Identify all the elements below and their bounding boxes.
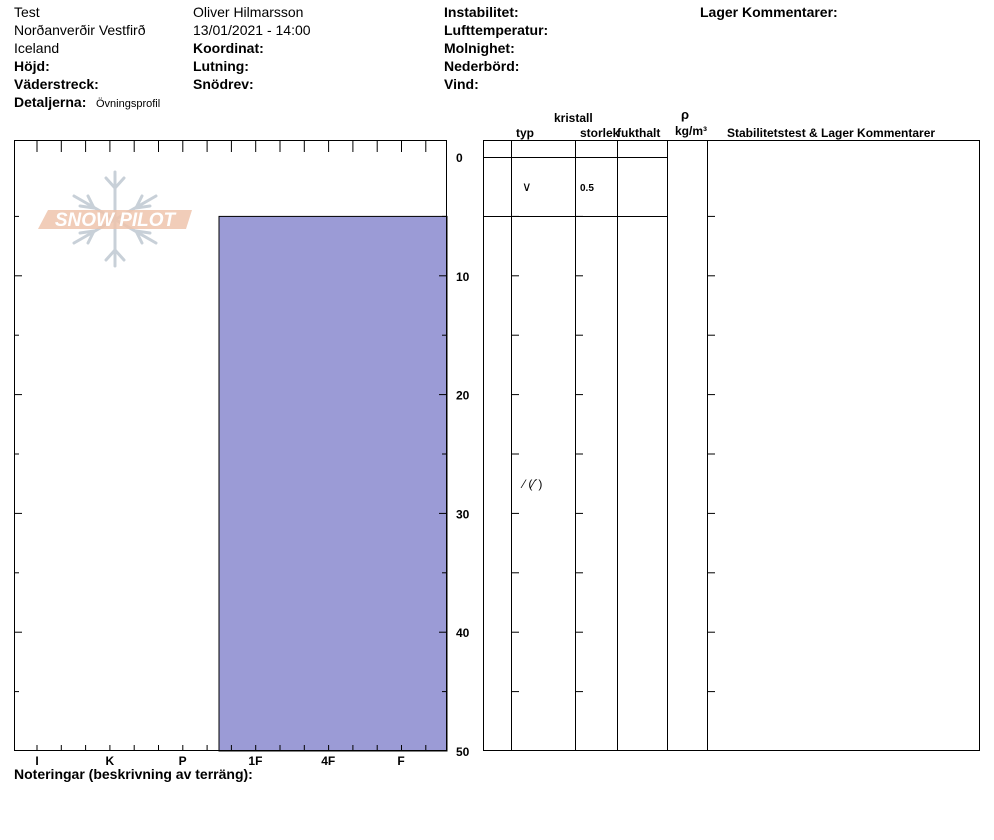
air-temp-label: Lufttemperatur:: [444, 22, 549, 38]
size-header: storlek: [580, 126, 620, 140]
details-value: Övningsprofil: [96, 98, 161, 110]
x-tick-label: 4F: [321, 754, 335, 768]
type-header: typ: [516, 126, 534, 140]
profile-name: Test: [14, 4, 40, 20]
wind-label: Vind:: [444, 76, 479, 92]
y-tick-label: 40: [456, 626, 470, 640]
layer-comments-label: Lager Kommentarer:: [700, 4, 838, 20]
x-tick-label: P: [179, 754, 187, 768]
stability-header: Stabilitetstest & Lager Kommentarer: [727, 126, 936, 140]
slope-label: Lutning:: [193, 58, 249, 74]
hardness-bar: [218, 215, 448, 752]
density-unit-header: kg/m³: [675, 124, 708, 138]
crystal-header: kristall: [554, 111, 593, 125]
instability-label: Instabilitet:: [444, 4, 519, 20]
aspect-label: Väderstreck:: [14, 76, 99, 92]
x-tick-label: 1F: [248, 754, 262, 768]
precip-label: Nederbörd:: [444, 58, 520, 74]
rho-header: ρ: [681, 107, 690, 122]
lower-crystal-symbol: ⁄ (⁄´): [523, 477, 543, 491]
y-tick-label: 50: [456, 745, 470, 759]
notes-label: Noteringar (beskrivning av terräng):: [14, 766, 253, 782]
logo-text: SNOW PILOT: [55, 210, 177, 231]
moisture-header: fukthalt: [617, 126, 661, 140]
y-tick-label: 20: [456, 389, 470, 403]
sky-label: Molnighet:: [444, 40, 515, 56]
y-tick-label: 10: [456, 270, 470, 284]
layer-table: [483, 140, 980, 751]
x-tick-label: F: [397, 754, 404, 768]
x-tick-label: K: [105, 754, 114, 768]
datetime: 13/01/2021 - 14:00: [193, 22, 311, 38]
elevation-label: Höjd:: [14, 58, 50, 74]
y-tick-label: 30: [456, 507, 470, 521]
coord-label: Koordinat:: [193, 40, 264, 56]
region: Norðanverðir Vestfirð: [14, 22, 146, 38]
x-tick-label: I: [35, 754, 38, 768]
details-label: Detaljerna:: [14, 94, 87, 110]
country: Iceland: [14, 40, 60, 56]
y-tick-label: 0: [456, 151, 463, 165]
layer-size: 0.5: [580, 183, 594, 194]
logo-banner: [38, 210, 192, 229]
drift-label: Snödrev:: [193, 76, 254, 92]
layer-type-symbol: ∨: [522, 179, 532, 194]
observer: Oliver Hilmarsson: [193, 4, 304, 20]
